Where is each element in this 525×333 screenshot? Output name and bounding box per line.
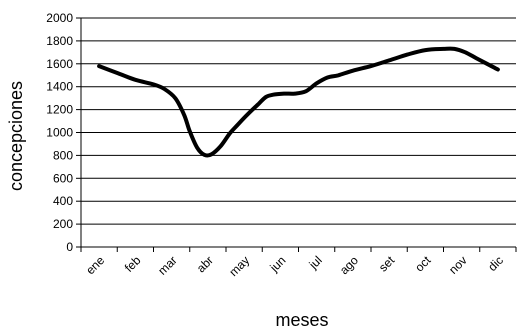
x-tick-label-mar: mar: [155, 253, 180, 278]
y-tick-label: 800: [53, 148, 73, 162]
y-tick-label: 1800: [46, 34, 73, 48]
x-tick-label-may: may: [226, 253, 252, 279]
x-tick-label-dic: dic: [485, 253, 506, 274]
x-tick-label-abr: abr: [194, 253, 216, 275]
series-line-concepciones: [99, 49, 498, 156]
x-tick-label-oct: oct: [412, 253, 434, 275]
x-tick-label-jul: jul: [306, 253, 325, 272]
y-tick-label: 600: [53, 171, 73, 185]
x-tick-label-ago: ago: [337, 253, 361, 277]
x-tick-label-jun: jun: [267, 253, 289, 275]
y-tick-label: 200: [53, 217, 73, 231]
y-tick-label: 1400: [46, 80, 73, 94]
x-tick-label-set: set: [376, 253, 398, 275]
y-tick-label: 0: [66, 240, 73, 254]
x-tick-label-feb: feb: [122, 253, 144, 275]
x-axis-ticks: ene feb mar abr may jun jul ago set oct nov dic: [81, 247, 516, 279]
gridlines: [81, 18, 516, 247]
y-tick-label: 2000: [46, 11, 73, 25]
y-tick-label: 1600: [46, 57, 73, 71]
x-tick-label-ene: ene: [83, 253, 107, 277]
y-axis-title: concepciones: [6, 81, 26, 191]
y-tick-label: 400: [53, 194, 73, 208]
y-tick-label: 1200: [46, 103, 73, 117]
x-axis-title: meses: [275, 310, 328, 330]
y-tick-label: 1000: [46, 126, 73, 140]
y-axis-ticks: 0 200 400 600 800 1000 1200 1400 1600 1800 2000: [46, 11, 81, 254]
x-tick-label-nov: nov: [446, 253, 470, 277]
